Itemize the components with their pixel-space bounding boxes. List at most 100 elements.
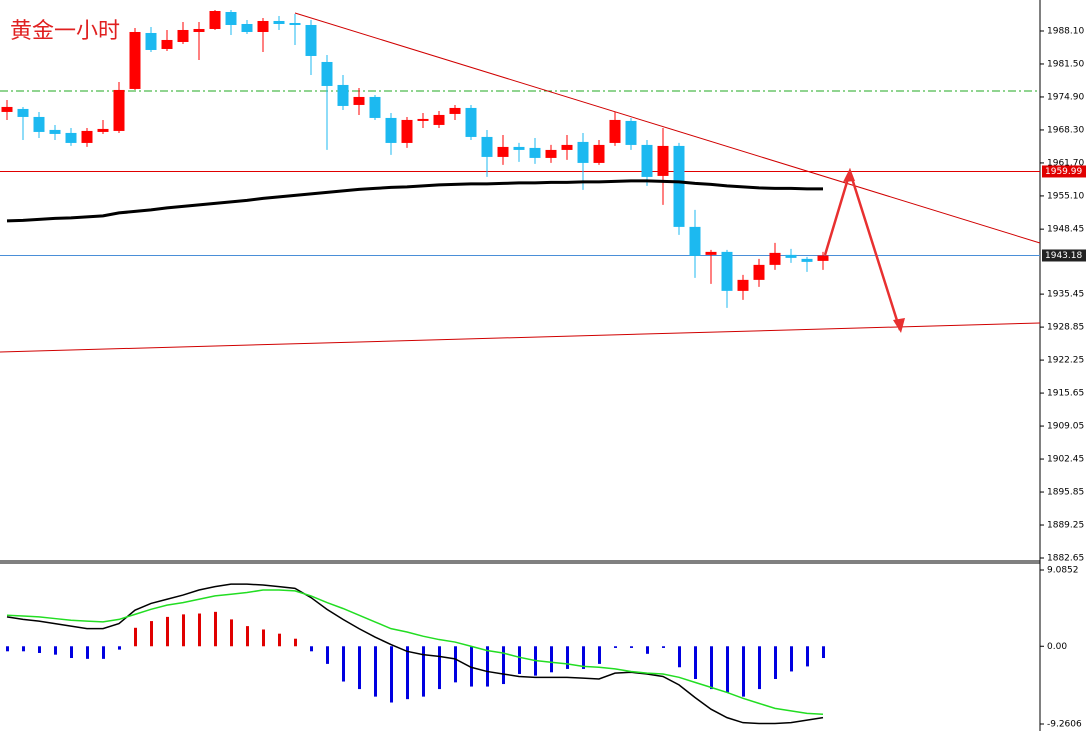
- macd-line: [6, 589, 824, 716]
- y-tick-label: 1902.45: [1047, 455, 1084, 465]
- histogram-bar: [182, 614, 185, 647]
- y-tick-label: 9.0852: [1047, 565, 1079, 575]
- candle-body: [801, 258, 813, 262]
- candle-body: [257, 20, 269, 32]
- histogram-bar: [214, 611, 217, 647]
- histogram-bar: [6, 646, 9, 652]
- histogram-bar: [822, 646, 825, 659]
- candle-body: [145, 32, 157, 50]
- candle-body: [657, 145, 669, 176]
- histogram-bar: [70, 646, 73, 659]
- histogram-bar: [662, 646, 665, 648]
- y-tick-label: 1882.65: [1047, 554, 1084, 564]
- histogram-bar: [38, 646, 41, 653]
- histogram-bar: [86, 646, 89, 659]
- plot: 1988.10 1981.50 1974.90 1968.30 1961.70 1955.…: [0, 9, 1086, 730]
- candle-body: [321, 61, 333, 86]
- trend-line: [0, 322, 1041, 353]
- price-label: 1943.18: [1045, 251, 1082, 261]
- candle-body: [433, 114, 445, 125]
- candle-body: [33, 116, 45, 132]
- histogram-bar: [166, 616, 169, 647]
- candle-body: [353, 96, 365, 105]
- candle-body: [641, 144, 653, 177]
- candle-body: [49, 129, 61, 134]
- candle-body: [161, 39, 173, 49]
- y-tick-label: 1922.25: [1047, 356, 1084, 366]
- candle-body: [449, 107, 461, 114]
- histogram-bar: [582, 646, 585, 669]
- candle-body: [81, 130, 93, 143]
- histogram-bar: [134, 627, 137, 647]
- price-label-box: [1042, 249, 1086, 262]
- candle-body: [65, 132, 77, 143]
- histogram-bar: [646, 646, 649, 654]
- histogram-bar: [774, 646, 777, 680]
- histogram-bar: [454, 646, 457, 683]
- y-tick-label: 1935.45: [1047, 290, 1084, 300]
- histogram-bar: [790, 646, 793, 672]
- y-tick-label: 1955.10: [1047, 191, 1084, 201]
- candle-body: [113, 89, 125, 131]
- y-tick-label: -9.2606: [1047, 720, 1082, 730]
- candle-body: [497, 146, 509, 157]
- y-tick-label: 1961.70: [1047, 158, 1084, 168]
- candle-body: [785, 254, 797, 258]
- histogram-bar: [342, 646, 345, 682]
- candle-body: [673, 145, 685, 227]
- histogram-bar: [22, 646, 25, 652]
- y-tick-label: 1968.30: [1047, 125, 1084, 135]
- histogram-bar: [198, 613, 201, 647]
- histogram-bar: [326, 646, 329, 664]
- candle-body: [577, 141, 589, 163]
- histogram-bar: [54, 646, 57, 655]
- histogram-bar: [102, 646, 105, 659]
- histogram-bar: [678, 646, 681, 668]
- histogram-bar: [278, 633, 281, 647]
- y-tick-label: 1974.90: [1047, 92, 1084, 102]
- candle-body: [177, 29, 189, 42]
- histogram-bar: [486, 646, 489, 687]
- arrow-head: [893, 318, 905, 333]
- price-label-box: [1042, 165, 1086, 178]
- histogram-bar: [118, 646, 121, 650]
- candle-body: [769, 252, 781, 265]
- histogram-bar: [518, 646, 521, 674]
- histogram-bar: [374, 646, 377, 697]
- y-tick-label: 0.00: [1047, 642, 1067, 652]
- y-tick-label: 1928.85: [1047, 323, 1084, 333]
- histogram-bar: [742, 646, 745, 697]
- histogram-bar: [710, 646, 713, 690]
- histogram-bar: [294, 638, 297, 647]
- histogram-bar: [806, 646, 809, 667]
- candle-body: [1, 106, 13, 112]
- candle-body: [401, 119, 413, 143]
- histogram-bar: [502, 646, 505, 685]
- candle-body: [529, 147, 541, 158]
- candle-body: [561, 144, 573, 150]
- histogram-bar: [566, 646, 569, 669]
- histogram-bar: [422, 646, 425, 697]
- candle-body: [817, 255, 829, 261]
- price-label: 1959.99: [1045, 167, 1082, 177]
- trend-line: [294, 12, 1041, 244]
- candle-body: [273, 20, 285, 24]
- histogram-bar: [230, 619, 233, 647]
- histogram-bar: [262, 629, 265, 647]
- candle-body: [689, 226, 701, 256]
- y-tick-label: 1895.85: [1047, 488, 1084, 498]
- histogram-bar: [758, 646, 761, 690]
- histogram-bar: [310, 646, 313, 652]
- histogram-bar: [246, 626, 249, 647]
- histogram-bar: [438, 646, 441, 690]
- chart-title: 黄金一小时: [10, 19, 120, 44]
- candle-body: [417, 118, 429, 121]
- histogram-bar: [598, 646, 601, 664]
- candle-body: [753, 264, 765, 280]
- candle-body: [705, 251, 717, 255]
- histogram-bar: [150, 621, 153, 647]
- histogram-bar: [406, 646, 409, 700]
- candle-body: [289, 22, 301, 25]
- y-tick-label: 1889.25: [1047, 521, 1084, 531]
